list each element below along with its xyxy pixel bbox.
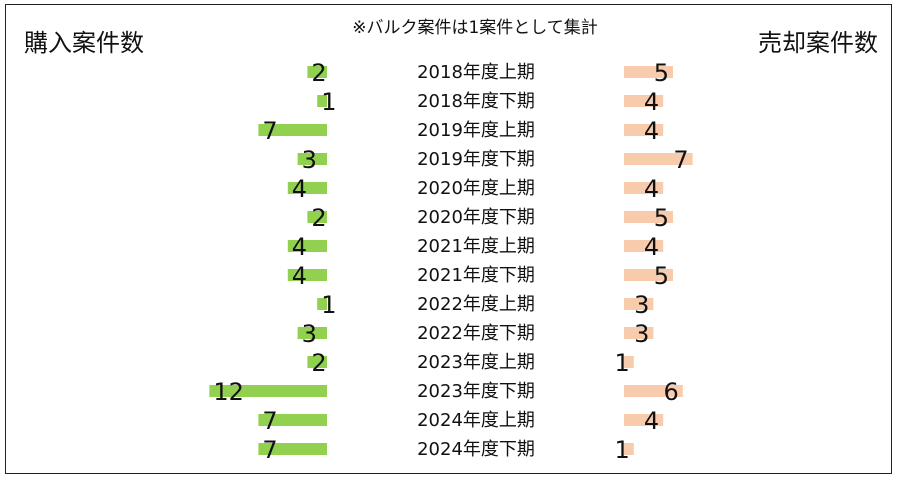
purchase-value-label: 1: [321, 291, 336, 319]
period-label: 2023年度上期: [417, 352, 535, 373]
purchase-bar: [287, 240, 327, 252]
purchase-bar: [297, 153, 327, 165]
purchase-value-label: 3: [302, 320, 317, 348]
sale-bar: [624, 240, 664, 252]
sale-bar: [624, 124, 664, 136]
period-label: 2018年度上期: [417, 62, 535, 83]
period-label: 2021年度上期: [417, 236, 535, 257]
purchase-value-label: 4: [292, 233, 307, 261]
purchase-value-label: 2: [311, 59, 326, 87]
purchase-bar: [258, 443, 327, 455]
sale-value-label: 5: [654, 204, 669, 232]
purchase-value-label: 4: [292, 175, 307, 203]
sale-value-label: 4: [644, 233, 659, 261]
period-label: 2019年度上期: [417, 120, 535, 141]
purchase-value-label: 12: [213, 378, 244, 406]
purchase-value-label: 1: [321, 88, 336, 116]
sale-bar: [624, 153, 693, 165]
period-label: 2018年度下期: [417, 91, 535, 112]
sale-value-label: 6: [664, 378, 679, 406]
sale-bar: [624, 211, 673, 223]
sale-bar: [624, 298, 654, 310]
purchase-bar: [287, 182, 327, 194]
sale-bar: [624, 414, 664, 426]
chart-frame: [5, 4, 892, 474]
period-label: 2022年度上期: [417, 294, 535, 315]
period-label: 2020年度下期: [417, 207, 535, 228]
sale-value-label: 4: [644, 407, 659, 435]
sale-bar: [624, 327, 654, 339]
sale-value-label: 4: [644, 175, 659, 203]
purchase-bar: [307, 356, 327, 368]
sale-value-label: 7: [673, 146, 688, 174]
sale-bar: [624, 269, 673, 281]
period-label: 2024年度上期: [417, 410, 535, 431]
period-label: 2021年度下期: [417, 265, 535, 286]
sale-bar: [624, 95, 664, 107]
purchase-value-label: 2: [311, 349, 326, 377]
period-label: 2022年度下期: [417, 323, 535, 344]
purchase-bar: [317, 298, 327, 310]
sale-value-label: 3: [634, 320, 649, 348]
purchase-bar: [258, 414, 327, 426]
purchase-value-label: 2: [311, 204, 326, 232]
purchase-bar: [307, 66, 327, 78]
sale-value-label: 1: [615, 436, 630, 464]
purchase-bar: [287, 269, 327, 281]
bars-layer: 2 2018年度上期 51 2018年度下期 47 2019年度上期 43 2019年度下期 7…: [209, 59, 693, 464]
sale-bar: [624, 182, 664, 194]
sale-value-label: 5: [654, 262, 669, 290]
sale-value-label: 1: [615, 349, 630, 377]
sale-bar: [624, 385, 683, 397]
purchase-value-label: 4: [292, 262, 307, 290]
sale-bar: [624, 443, 634, 455]
purchase-bar: [258, 124, 327, 136]
right-axis-title: 売却案件数: [758, 29, 878, 57]
period-label: 2023年度下期: [417, 381, 535, 402]
purchase-bar: [209, 385, 327, 397]
purchase-value-label: 7: [262, 117, 277, 145]
purchase-value-label: 7: [262, 407, 277, 435]
period-label: 2020年度上期: [417, 178, 535, 199]
purchase-bar: [307, 211, 327, 223]
sale-value-label: 5: [654, 59, 669, 87]
left-axis-title: 購入案件数: [24, 29, 144, 57]
purchase-value-label: 3: [302, 146, 317, 174]
chart-note: ※バルク案件は1案件として集計: [352, 18, 598, 38]
period-label: 2024年度下期: [417, 439, 535, 460]
sale-value-label: 3: [634, 291, 649, 319]
sale-bar: [624, 66, 673, 78]
sale-value-label: 4: [644, 88, 659, 116]
purchase-bar: [297, 327, 327, 339]
sale-bar: [624, 356, 634, 368]
period-label: 2019年度下期: [417, 149, 535, 170]
sale-value-label: 4: [644, 117, 659, 145]
purchase-value-label: 7: [262, 436, 277, 464]
purchase-bar: [317, 95, 327, 107]
